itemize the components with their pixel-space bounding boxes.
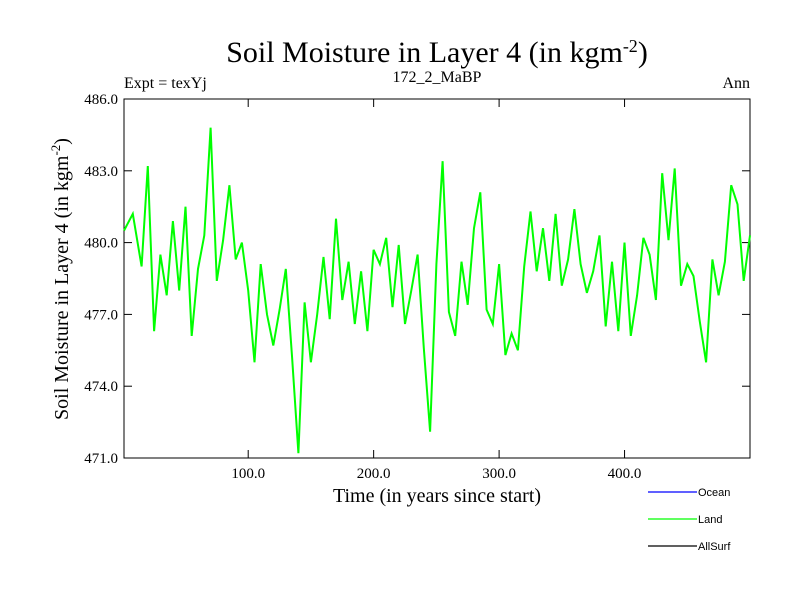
x-tick-label: 300.0 [482,466,516,482]
y-axis-label: Soil Moisture in Layer 4 (in kgm-2) [48,138,73,420]
legend-label-land: Land [698,514,722,526]
legend: Ocean Land AllSurf [648,487,731,553]
y-tick-label: 474.0 [84,379,118,395]
chart-title: Soil Moisture in Layer 4 (in kgm-2) [226,36,648,69]
y-tick-label: 477.0 [84,307,118,323]
x-tick-label: 100.0 [231,466,265,482]
legend-label-ocean: Ocean [698,487,730,499]
subtitle-center: 172_2_MaBP [393,69,482,86]
x-axis-label: Time (in years since start) [333,485,541,507]
x-tick-label: 200.0 [357,466,391,482]
y-tick-label: 471.0 [84,451,118,467]
y-tick-label: 486.0 [84,92,118,108]
series-line-land [123,127,751,454]
x-axis-ticks: 100.0 200.0 300.0 400.0 [231,99,641,482]
legend-label-allsurf: AllSurf [698,541,731,553]
y-tick-label: 483.0 [84,164,118,180]
y-tick-label: 480.0 [84,236,118,252]
subtitle-right: Ann [722,75,750,92]
y-axis-ticks: 471.0 474.0 477.0 480.0 483.0 486.0 [84,92,750,467]
x-tick-label: 400.0 [608,466,642,482]
subtitle-left: Expt = texYj [124,75,207,92]
plot-frame [123,98,751,459]
